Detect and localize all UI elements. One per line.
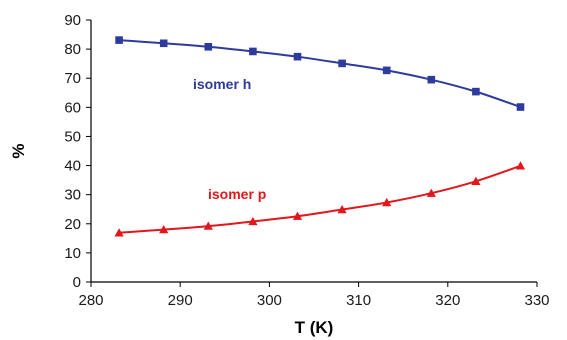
series-layer: [114, 36, 526, 237]
y-tick-label: 30: [64, 187, 81, 204]
data-point: [249, 47, 257, 56]
data-point: [114, 228, 124, 237]
data-point: [472, 87, 480, 96]
data-point: [471, 176, 481, 185]
y-tick-label: 80: [64, 41, 81, 58]
data-point: [204, 42, 213, 51]
y-tick-label: 40: [64, 158, 81, 175]
series-label-isomer-p: isomer p: [208, 186, 266, 202]
x-tick-label: 280: [78, 292, 103, 309]
data-point: [248, 216, 258, 226]
data-point: [338, 59, 346, 68]
x-tick-label: 320: [435, 292, 460, 309]
x-tick-label: 290: [168, 292, 193, 309]
data-point: [159, 225, 169, 234]
x-axis-title: T (K): [295, 318, 334, 337]
y-tick-label: 60: [64, 99, 81, 116]
data-point: [293, 52, 302, 61]
series-line: [119, 164, 521, 234]
data-point: [426, 188, 436, 197]
y-tick-label: 20: [64, 216, 81, 233]
data-point: [115, 36, 123, 44]
y-tick-label: 10: [64, 245, 81, 262]
data-point: [203, 221, 213, 230]
data-point: [159, 39, 168, 48]
data-point: [292, 211, 303, 220]
x-ticks: 280 290 300 310 320 330: [78, 282, 550, 309]
series-1: [114, 161, 526, 237]
data-point: [382, 197, 392, 207]
data-point: [382, 66, 391, 75]
y-ticks: 0 10 20 30 40 50 60 70 80 90: [64, 12, 91, 291]
y-tick-label: 0: [73, 274, 81, 291]
y-tick-label: 70: [64, 70, 81, 87]
data-point: [427, 75, 436, 84]
x-tick-label: 330: [524, 292, 549, 309]
series-line: [119, 39, 521, 108]
axes: [90, 20, 537, 283]
data-point: [337, 204, 347, 214]
series-0: [115, 36, 525, 111]
data-point: [516, 103, 525, 111]
x-tick-label: 300: [257, 292, 282, 309]
x-tick-label: 310: [346, 292, 371, 309]
data-point: [515, 161, 526, 170]
series-label-isomer-h: isomer h: [193, 76, 251, 92]
y-tick-label: 90: [64, 12, 81, 29]
y-tick-label: 50: [64, 128, 81, 145]
y-axis-title: %: [9, 143, 28, 158]
